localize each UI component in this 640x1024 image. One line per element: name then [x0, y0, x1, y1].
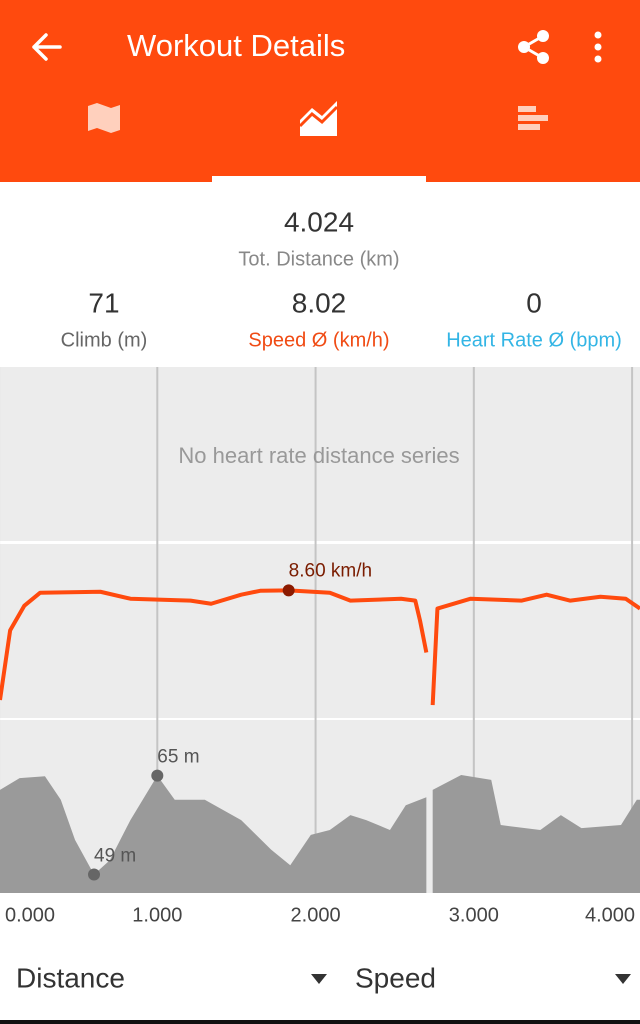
- max-label: 65 m: [157, 747, 199, 768]
- min-label: 49 m: [94, 845, 136, 866]
- app-bar: [0, 0, 640, 182]
- speed-line: [0, 588, 640, 706]
- empty-message: No heart rate distance series: [178, 443, 459, 468]
- elevation-area: [0, 774, 640, 893]
- climb-label: Climb (m): [61, 329, 148, 351]
- map-tab[interactable]: [88, 103, 120, 133]
- heart-rate-panel: [0, 367, 640, 541]
- share-button[interactable]: [518, 30, 549, 64]
- speed-panel: [0, 544, 640, 718]
- min-point: [88, 868, 101, 881]
- back-button[interactable]: [32, 33, 62, 61]
- charts-tab[interactable]: [298, 101, 339, 136]
- highlight-point: [282, 584, 295, 597]
- x-tick-label: 4.000: [585, 904, 635, 926]
- x-selector[interactable]: Distance: [16, 962, 125, 993]
- speed-value: 8.02: [292, 287, 347, 318]
- speed-label: Speed Ø (km/h): [248, 329, 389, 351]
- distance-value: 4.024: [284, 206, 354, 237]
- climb-value: 71: [88, 287, 119, 318]
- tab-indicator: [212, 176, 426, 182]
- heart-rate-label: Heart Rate Ø (bpm): [446, 329, 622, 351]
- laps-tab[interactable]: [518, 106, 548, 130]
- distance-label: Tot. Distance (km): [238, 248, 399, 270]
- bottom-edge: [0, 1020, 640, 1024]
- highlight-label: 8.60 km/h: [289, 560, 372, 581]
- more-button[interactable]: [594, 31, 602, 63]
- x-selector-arrow[interactable]: [311, 974, 327, 984]
- x-tick-label: 0.000: [5, 904, 55, 926]
- screen-title: Workout Details: [127, 28, 345, 63]
- y-selector[interactable]: Speed: [355, 962, 436, 993]
- x-tick-label: 1.000: [132, 904, 182, 926]
- x-tick-label: 3.000: [449, 904, 499, 926]
- heart-rate-value: 0: [526, 287, 542, 318]
- max-point: [151, 769, 164, 782]
- x-tick-label: 2.000: [291, 904, 341, 926]
- y-selector-arrow[interactable]: [615, 974, 631, 984]
